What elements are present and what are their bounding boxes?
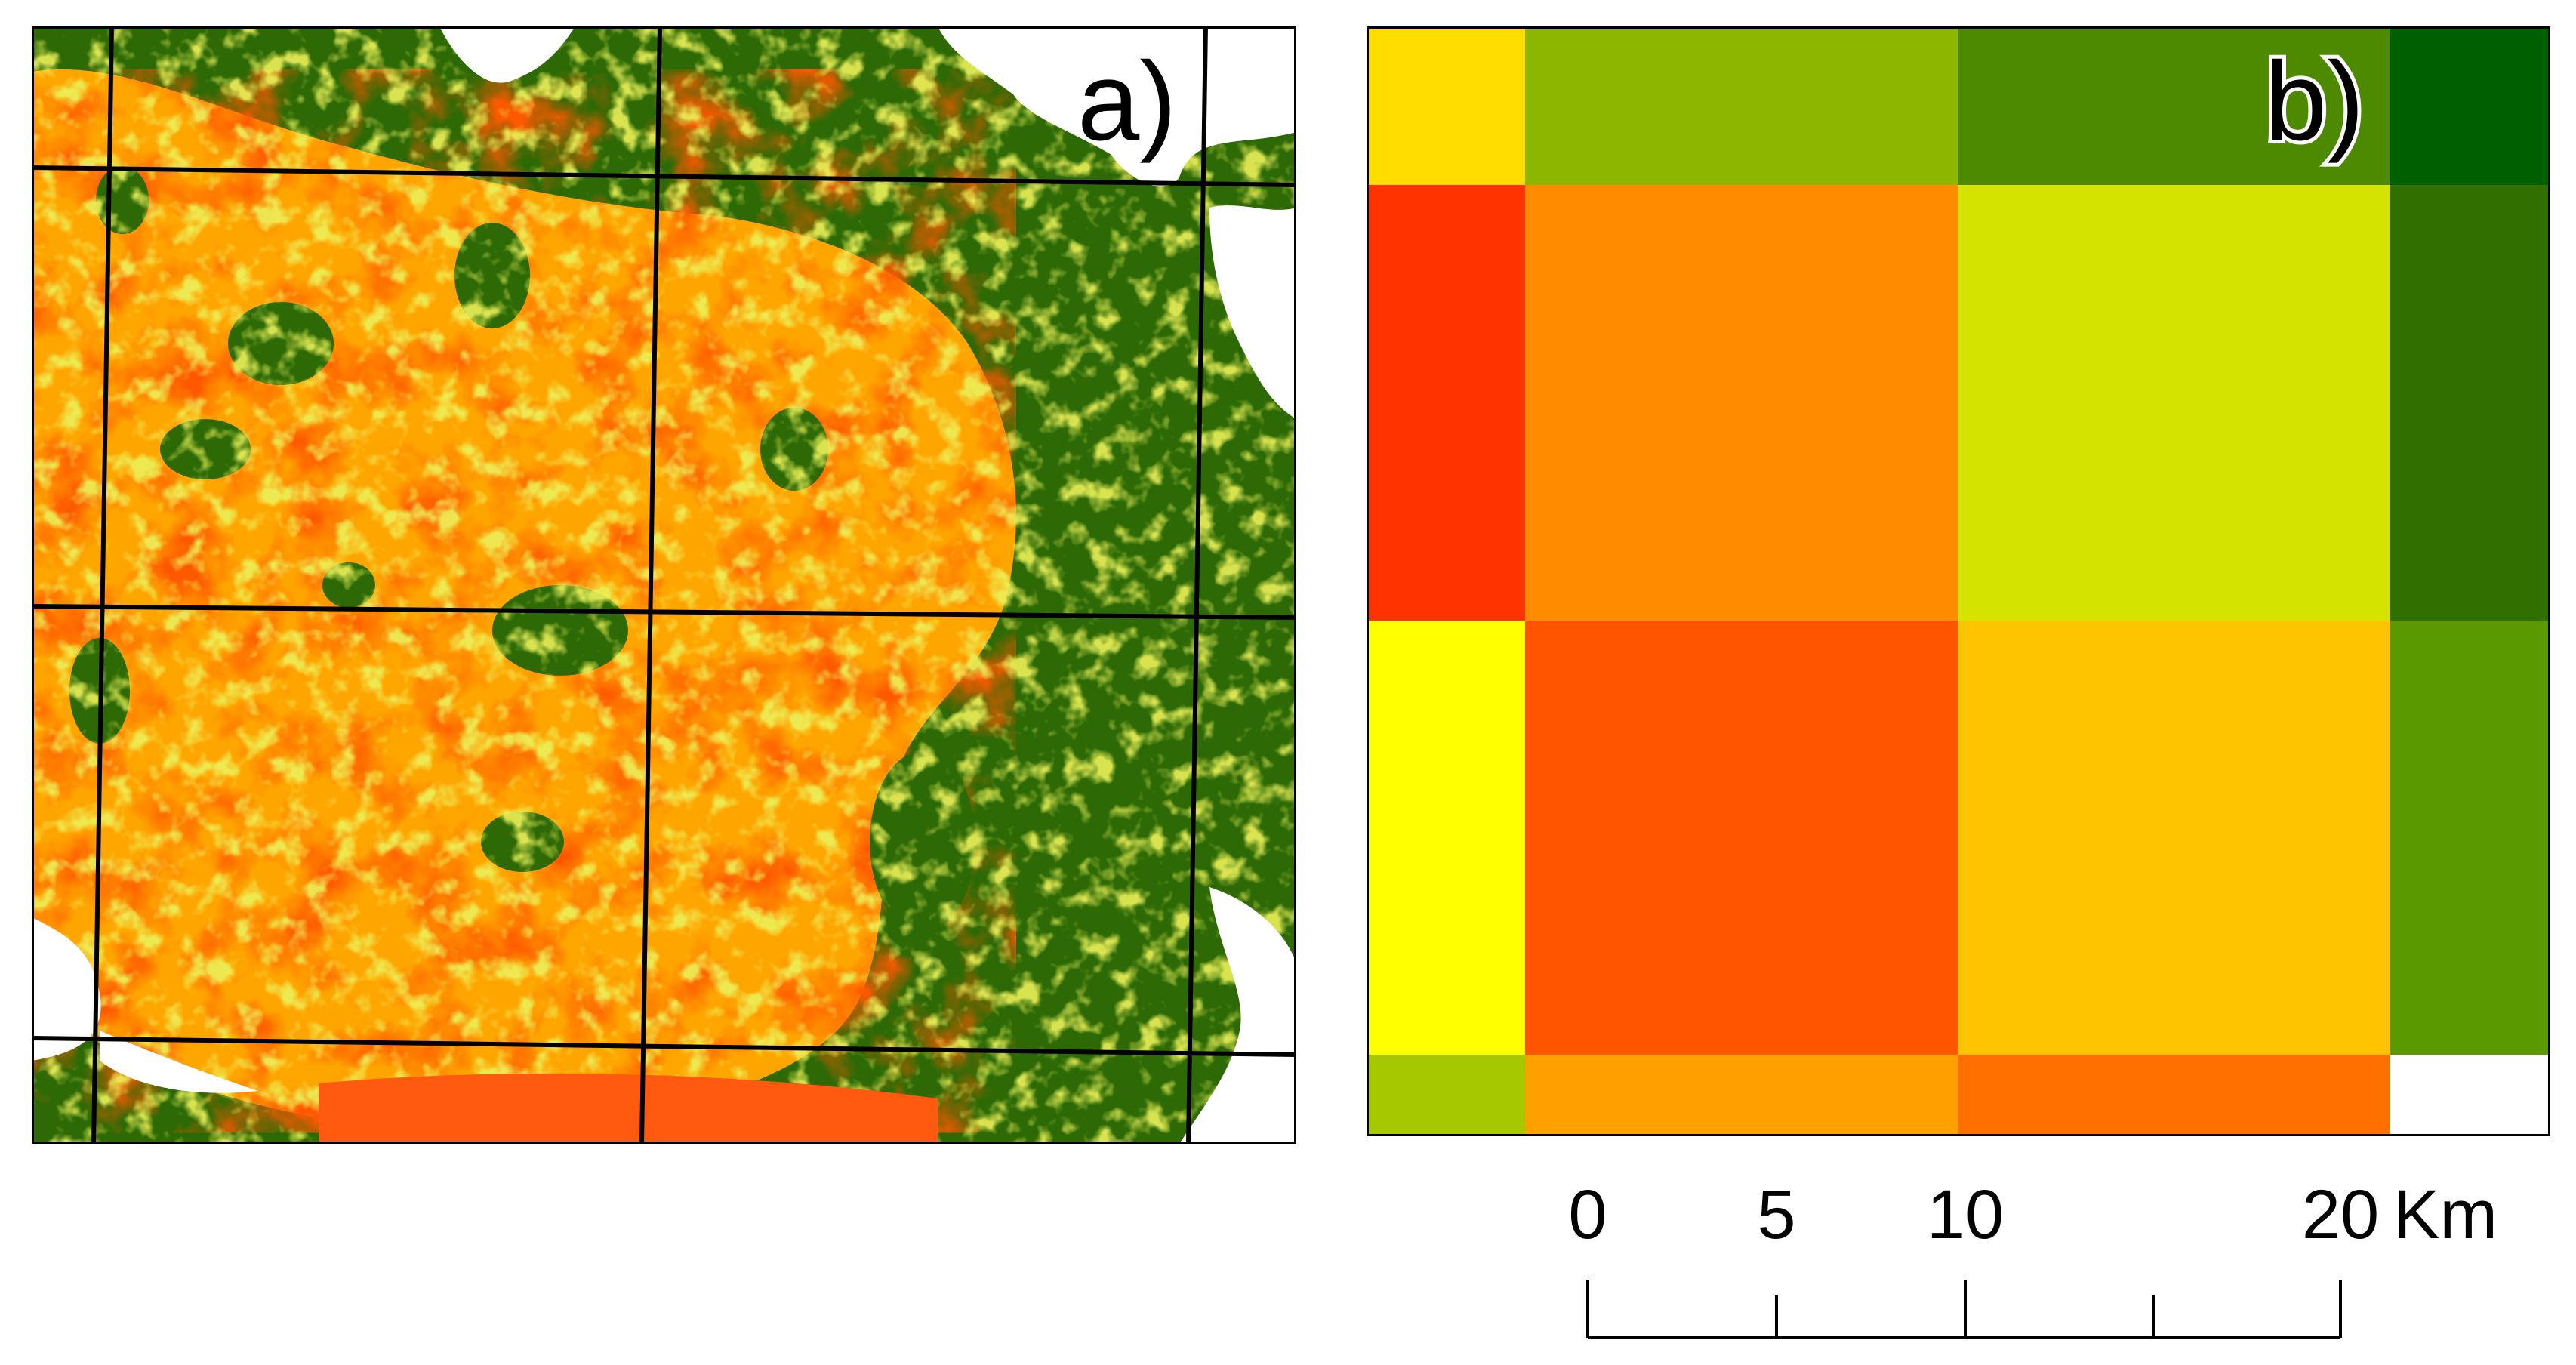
panel-b-label: b)	[2265, 39, 2365, 164]
grid-cell-r2-c3	[2390, 621, 2550, 1055]
scale-label-20: 20	[2302, 1176, 2379, 1253]
map-panel-a: a)	[32, 26, 1296, 1144]
panel-a-border	[32, 26, 1296, 1144]
aggregated-grid	[1367, 26, 2550, 1136]
grid-cell-r1-c2	[1958, 185, 2390, 621]
scale-bar-ticks-labels: 0 5 10 20 Km	[1568, 1176, 2497, 1253]
grid-cell-r1-c0	[1367, 185, 1525, 621]
panel-b-border	[1367, 26, 2550, 1136]
map-panel-b: b)	[1367, 26, 2550, 1136]
grid-lines	[32, 26, 1296, 1144]
grid-cell-r3-c3	[2390, 1055, 2550, 1136]
panel-a-label: a)	[1077, 39, 1177, 164]
burn-low-severity	[32, 26, 1296, 1144]
grid-cell-r3-c0	[1367, 1055, 1525, 1136]
grid-cell-r1-c1	[1525, 185, 1958, 621]
grid-cell-r0-c3	[2390, 26, 2550, 185]
grid-cell-r2-c1	[1525, 621, 1958, 1055]
scale-label-10: 10	[1927, 1176, 2004, 1253]
scale-label-5: 5	[1757, 1176, 1795, 1253]
scale-bar: 0 5 10 20 Km	[1568, 1176, 2497, 1339]
scale-label-0: 0	[1568, 1176, 1607, 1253]
scale-bar-line	[1586, 1280, 2342, 1339]
grid-cell-r2-c2	[1958, 621, 2390, 1055]
grid-cell-r0-c2	[1958, 26, 2390, 185]
scale-unit: Km	[2393, 1176, 2497, 1253]
burn-bottom-strip	[319, 1073, 938, 1144]
grid-cell-r1-c3	[2390, 185, 2550, 621]
grid-cell-r0-c0	[1367, 26, 1525, 185]
grid-cell-r2-c0	[1367, 621, 1525, 1055]
grid-cell-r3-c2	[1958, 1055, 2390, 1136]
grid-cell-r0-c1	[1525, 26, 1958, 185]
grid-cell-r3-c1	[1525, 1055, 1958, 1136]
